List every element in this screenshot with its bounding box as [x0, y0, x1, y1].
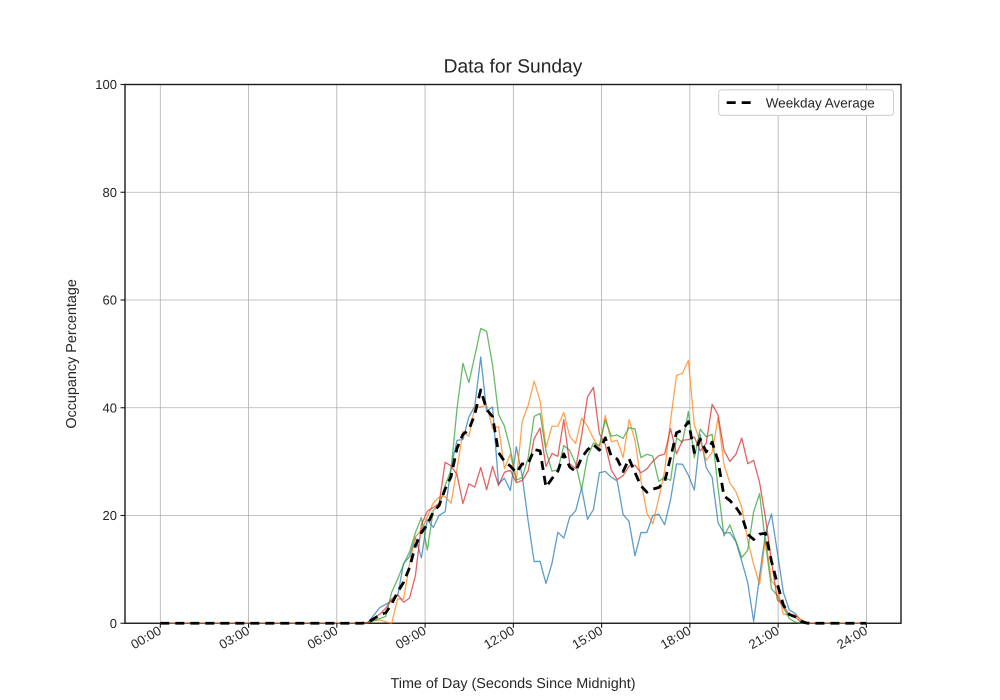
svg-text:20: 20	[103, 508, 117, 523]
svg-text:60: 60	[103, 293, 117, 308]
svg-text:Occupancy Percentage: Occupancy Percentage	[64, 279, 80, 429]
svg-text:24:00: 24:00	[834, 623, 870, 652]
svg-text:15:00: 15:00	[569, 623, 605, 652]
svg-text:00:00: 00:00	[128, 623, 164, 652]
svg-text:Data for Sunday: Data for Sunday	[444, 57, 583, 78]
svg-text:Time of Day (Seconds Since Mid: Time of Day (Seconds Since Midnight)	[390, 676, 635, 692]
svg-text:40: 40	[103, 400, 117, 415]
svg-text:06:00: 06:00	[305, 623, 341, 652]
svg-text:12:00: 12:00	[481, 623, 517, 652]
svg-text:03:00: 03:00	[216, 623, 252, 652]
svg-text:80: 80	[103, 185, 117, 200]
svg-text:Weekday Average: Weekday Average	[766, 95, 875, 110]
svg-text:18:00: 18:00	[658, 623, 694, 652]
svg-text:21:00: 21:00	[746, 623, 782, 652]
svg-text:0: 0	[110, 616, 117, 631]
svg-text:100: 100	[95, 77, 117, 92]
svg-text:09:00: 09:00	[393, 623, 429, 652]
